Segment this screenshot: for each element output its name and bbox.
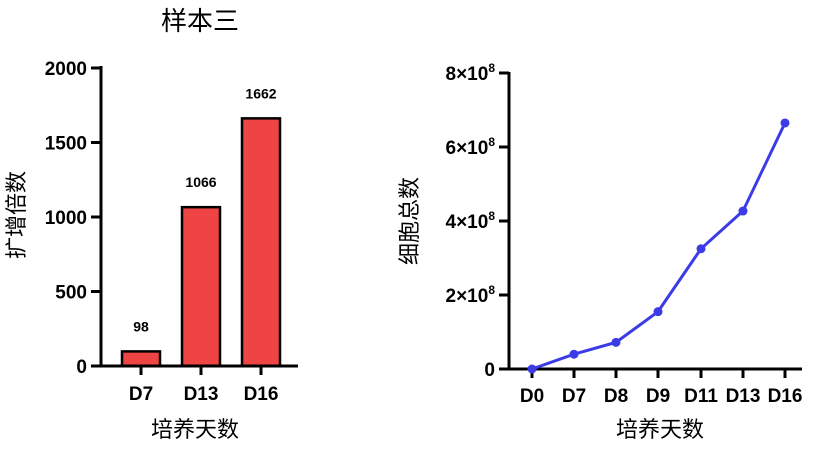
bar-d7	[120, 350, 162, 368]
bar-y-tick-label: 0	[76, 357, 87, 378]
line-x-ticks: D0 D7 D8 D9 D11 D13 D16	[520, 369, 803, 407]
bar-data-label: 1662	[245, 85, 276, 101]
line-chart: 细胞总数 培养天数 0 2×108 4×108 6×108 8×108 D0 D7 D8 D9…	[398, 61, 802, 443]
point-d7	[569, 349, 579, 359]
point-d13	[738, 206, 748, 216]
line-y-tick-label: 2×108	[446, 283, 496, 307]
line-x-tick-label: D16	[768, 386, 803, 407]
bar-y-axis-title: 扩增倍数	[5, 171, 30, 259]
line-x-axis-title: 培养天数	[616, 418, 704, 443]
line-x-tick-label: D11	[684, 386, 718, 407]
line-y-ticks: 0 2×108 4×108 6×108 8×108	[446, 61, 509, 381]
series-line	[531, 122, 787, 371]
bar-x-ticks: D7 D13 D16	[129, 366, 279, 405]
line-x-tick-label: D8	[604, 386, 628, 407]
bar-x-axis-title: 培养天数	[151, 418, 239, 443]
point-d9	[653, 307, 663, 317]
line-x-tick-label: D9	[646, 386, 670, 407]
line-y-tick-label: 0	[484, 360, 495, 381]
point-d8	[611, 337, 621, 347]
point-d0	[527, 364, 537, 374]
line-points	[527, 118, 790, 374]
bar-series	[120, 117, 282, 368]
bar-d13	[180, 205, 222, 368]
point-d16	[780, 118, 790, 128]
line-y-tick-label: 6×108	[446, 135, 496, 159]
bar-x-tick-label: D13	[184, 384, 219, 405]
bar-d16	[240, 117, 282, 368]
bar-y-tick-label: 500	[55, 283, 87, 304]
bar-data-labels: 98 1066 1662	[133, 85, 277, 334]
bar-data-label: 98	[133, 318, 149, 334]
bar-data-label: 1066	[185, 174, 216, 190]
chart-title: 样本三	[161, 7, 239, 37]
line-y-tick-label: 8×108	[446, 61, 496, 85]
bar-y-tick-label: 1000	[45, 208, 87, 229]
bar-x-tick-label: D16	[244, 384, 279, 405]
line-x-tick-label: D7	[562, 386, 586, 407]
point-d11	[696, 244, 706, 254]
line-x-tick-label: D0	[520, 386, 544, 407]
line-y-tick-label: 4×108	[446, 209, 496, 233]
bar-y-tick-label: 1500	[45, 134, 87, 155]
bar-y-tick-label: 2000	[45, 59, 87, 80]
line-y-axis-title: 细胞总数	[398, 177, 423, 265]
bar-y-ticks: 0 500 1000 1500 2000	[45, 59, 101, 378]
line-x-tick-label: D13	[726, 386, 761, 407]
bar-x-tick-label: D7	[129, 384, 153, 405]
